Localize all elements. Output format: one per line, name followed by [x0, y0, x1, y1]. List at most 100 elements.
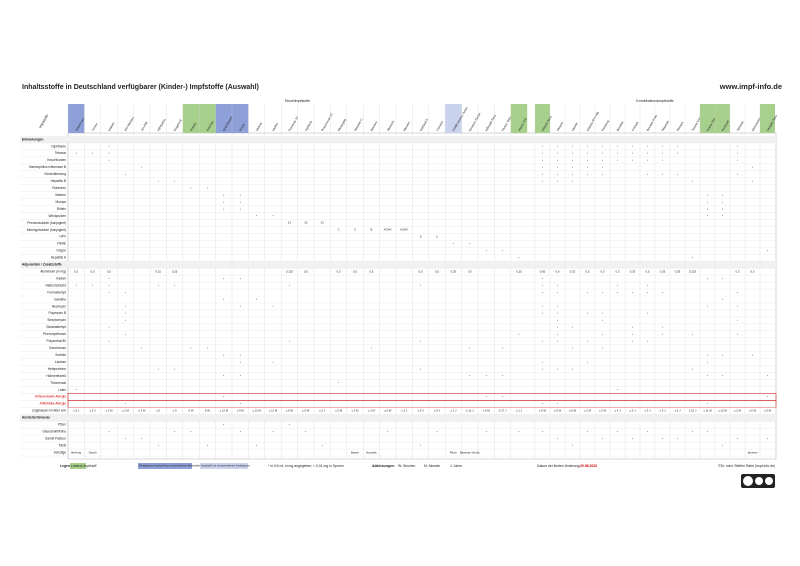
cell: •: [587, 144, 588, 148]
cell: •: [602, 144, 603, 148]
cell: •: [647, 429, 648, 433]
cell: •: [557, 402, 558, 406]
cell: ≥ 2 M: [734, 409, 742, 413]
cell: •: [602, 172, 603, 176]
row-label: Röteln: [57, 207, 66, 211]
cell: •: [737, 151, 738, 155]
cell: •: [76, 283, 77, 287]
legend-title: Legende: [60, 464, 74, 468]
cell: •: [338, 381, 339, 385]
cell: •: [542, 276, 543, 280]
cell: •: [572, 346, 573, 350]
cell: 0,5: [74, 269, 78, 273]
row-label: Masern: [55, 193, 66, 197]
row-label: Natriumchlorid: [45, 283, 66, 287]
cell: •: [223, 207, 224, 211]
cell: •: [223, 297, 224, 301]
cell: Janssen: [747, 450, 758, 454]
row-label: Keuchhusten: [47, 158, 66, 162]
row-label: Neomycin: [52, 304, 66, 308]
cell: B: [370, 228, 372, 232]
cell: •: [273, 304, 274, 308]
section-band: [20, 414, 776, 422]
cell: •: [486, 395, 487, 399]
cell: •: [207, 346, 208, 350]
column-header: Td-pur: [91, 122, 99, 132]
cell: ≥ 3 J: [629, 409, 636, 413]
cell: ≥ 3 J: [659, 409, 666, 413]
row-label: HPV: [59, 235, 66, 239]
corner-label: Impfstoffe: [38, 114, 49, 129]
abbrev: J: Jahre: [450, 464, 462, 468]
cell: •: [647, 172, 648, 176]
cell: 0,6: [556, 269, 560, 273]
legend-reactogenic: Reaktogener Impfstoff aus verschiedenen …: [139, 464, 204, 468]
cell: •: [322, 443, 323, 447]
cell: •: [587, 151, 588, 155]
cell: •: [109, 325, 110, 329]
column-header: Nimenrix: [386, 119, 396, 132]
cell: •: [191, 429, 192, 433]
cell: 0,5: [586, 269, 590, 273]
cell: •: [420, 367, 421, 371]
cell: •: [767, 436, 768, 440]
column-header-highlight: [445, 104, 462, 133]
cell: •: [240, 360, 241, 364]
cell: •: [158, 283, 159, 287]
cell: ≥ 2 M: [584, 409, 592, 413]
cell: •: [557, 318, 558, 322]
legend-live: Lebend-Impfstoff: [71, 464, 96, 468]
cell: •: [502, 249, 503, 253]
cell: •: [305, 429, 306, 433]
cell: ≥ 5 J: [73, 409, 80, 413]
row-label: Rotaviren: [52, 186, 66, 190]
cell: •: [437, 429, 438, 433]
cell: •: [632, 436, 633, 440]
cell: •: [722, 353, 723, 357]
cell: •: [174, 367, 175, 371]
cell: •: [109, 429, 110, 433]
cell: •: [692, 179, 693, 183]
column-header-highlight: [68, 104, 85, 133]
cell: •: [602, 311, 603, 315]
legend-swatch: [200, 463, 248, 469]
cell: •: [502, 395, 503, 399]
cell: •: [557, 283, 558, 287]
cell: •: [174, 283, 175, 287]
row-label: Sanofi Pasteur: [45, 436, 67, 440]
cell: 0,5: [369, 269, 373, 273]
cell: •: [542, 304, 543, 308]
cell: •: [141, 436, 142, 440]
cell: •: [572, 172, 573, 176]
date: 20.08.2020: [580, 464, 597, 468]
column-header-highlight: [715, 104, 730, 133]
cell: ≥ 12 M: [252, 409, 261, 413]
cell: 0,3: [468, 269, 472, 273]
cell: •: [707, 207, 708, 211]
cell: •: [617, 158, 618, 162]
cell: •: [109, 339, 110, 343]
column-header-highlight: [215, 104, 232, 133]
column-header: Rotarix: [189, 121, 197, 132]
cell: •: [557, 151, 558, 155]
cell: •: [692, 429, 693, 433]
cell: ≥ 6 W: [569, 409, 577, 413]
cell: 23: [321, 221, 325, 225]
row-label: Aluminium (in mg): [40, 269, 66, 273]
row-label: Formaldehyd: [47, 290, 66, 294]
legend: Legende Lebend-Impfstoff Reaktogener Imp…: [60, 463, 775, 469]
cell: •: [125, 436, 126, 440]
cell: •: [240, 374, 241, 378]
cell: •: [632, 144, 633, 148]
cell: •: [572, 158, 573, 162]
cell: •: [125, 318, 126, 322]
cell: •: [677, 436, 678, 440]
cell: •: [223, 193, 224, 197]
row-label: Streptomycin: [47, 318, 66, 322]
row-label: Polymyxin B: [48, 311, 66, 315]
cell: •: [92, 283, 93, 287]
cell: •: [557, 179, 558, 183]
row-label: Kalium: [56, 276, 66, 280]
cell: •: [223, 276, 224, 280]
